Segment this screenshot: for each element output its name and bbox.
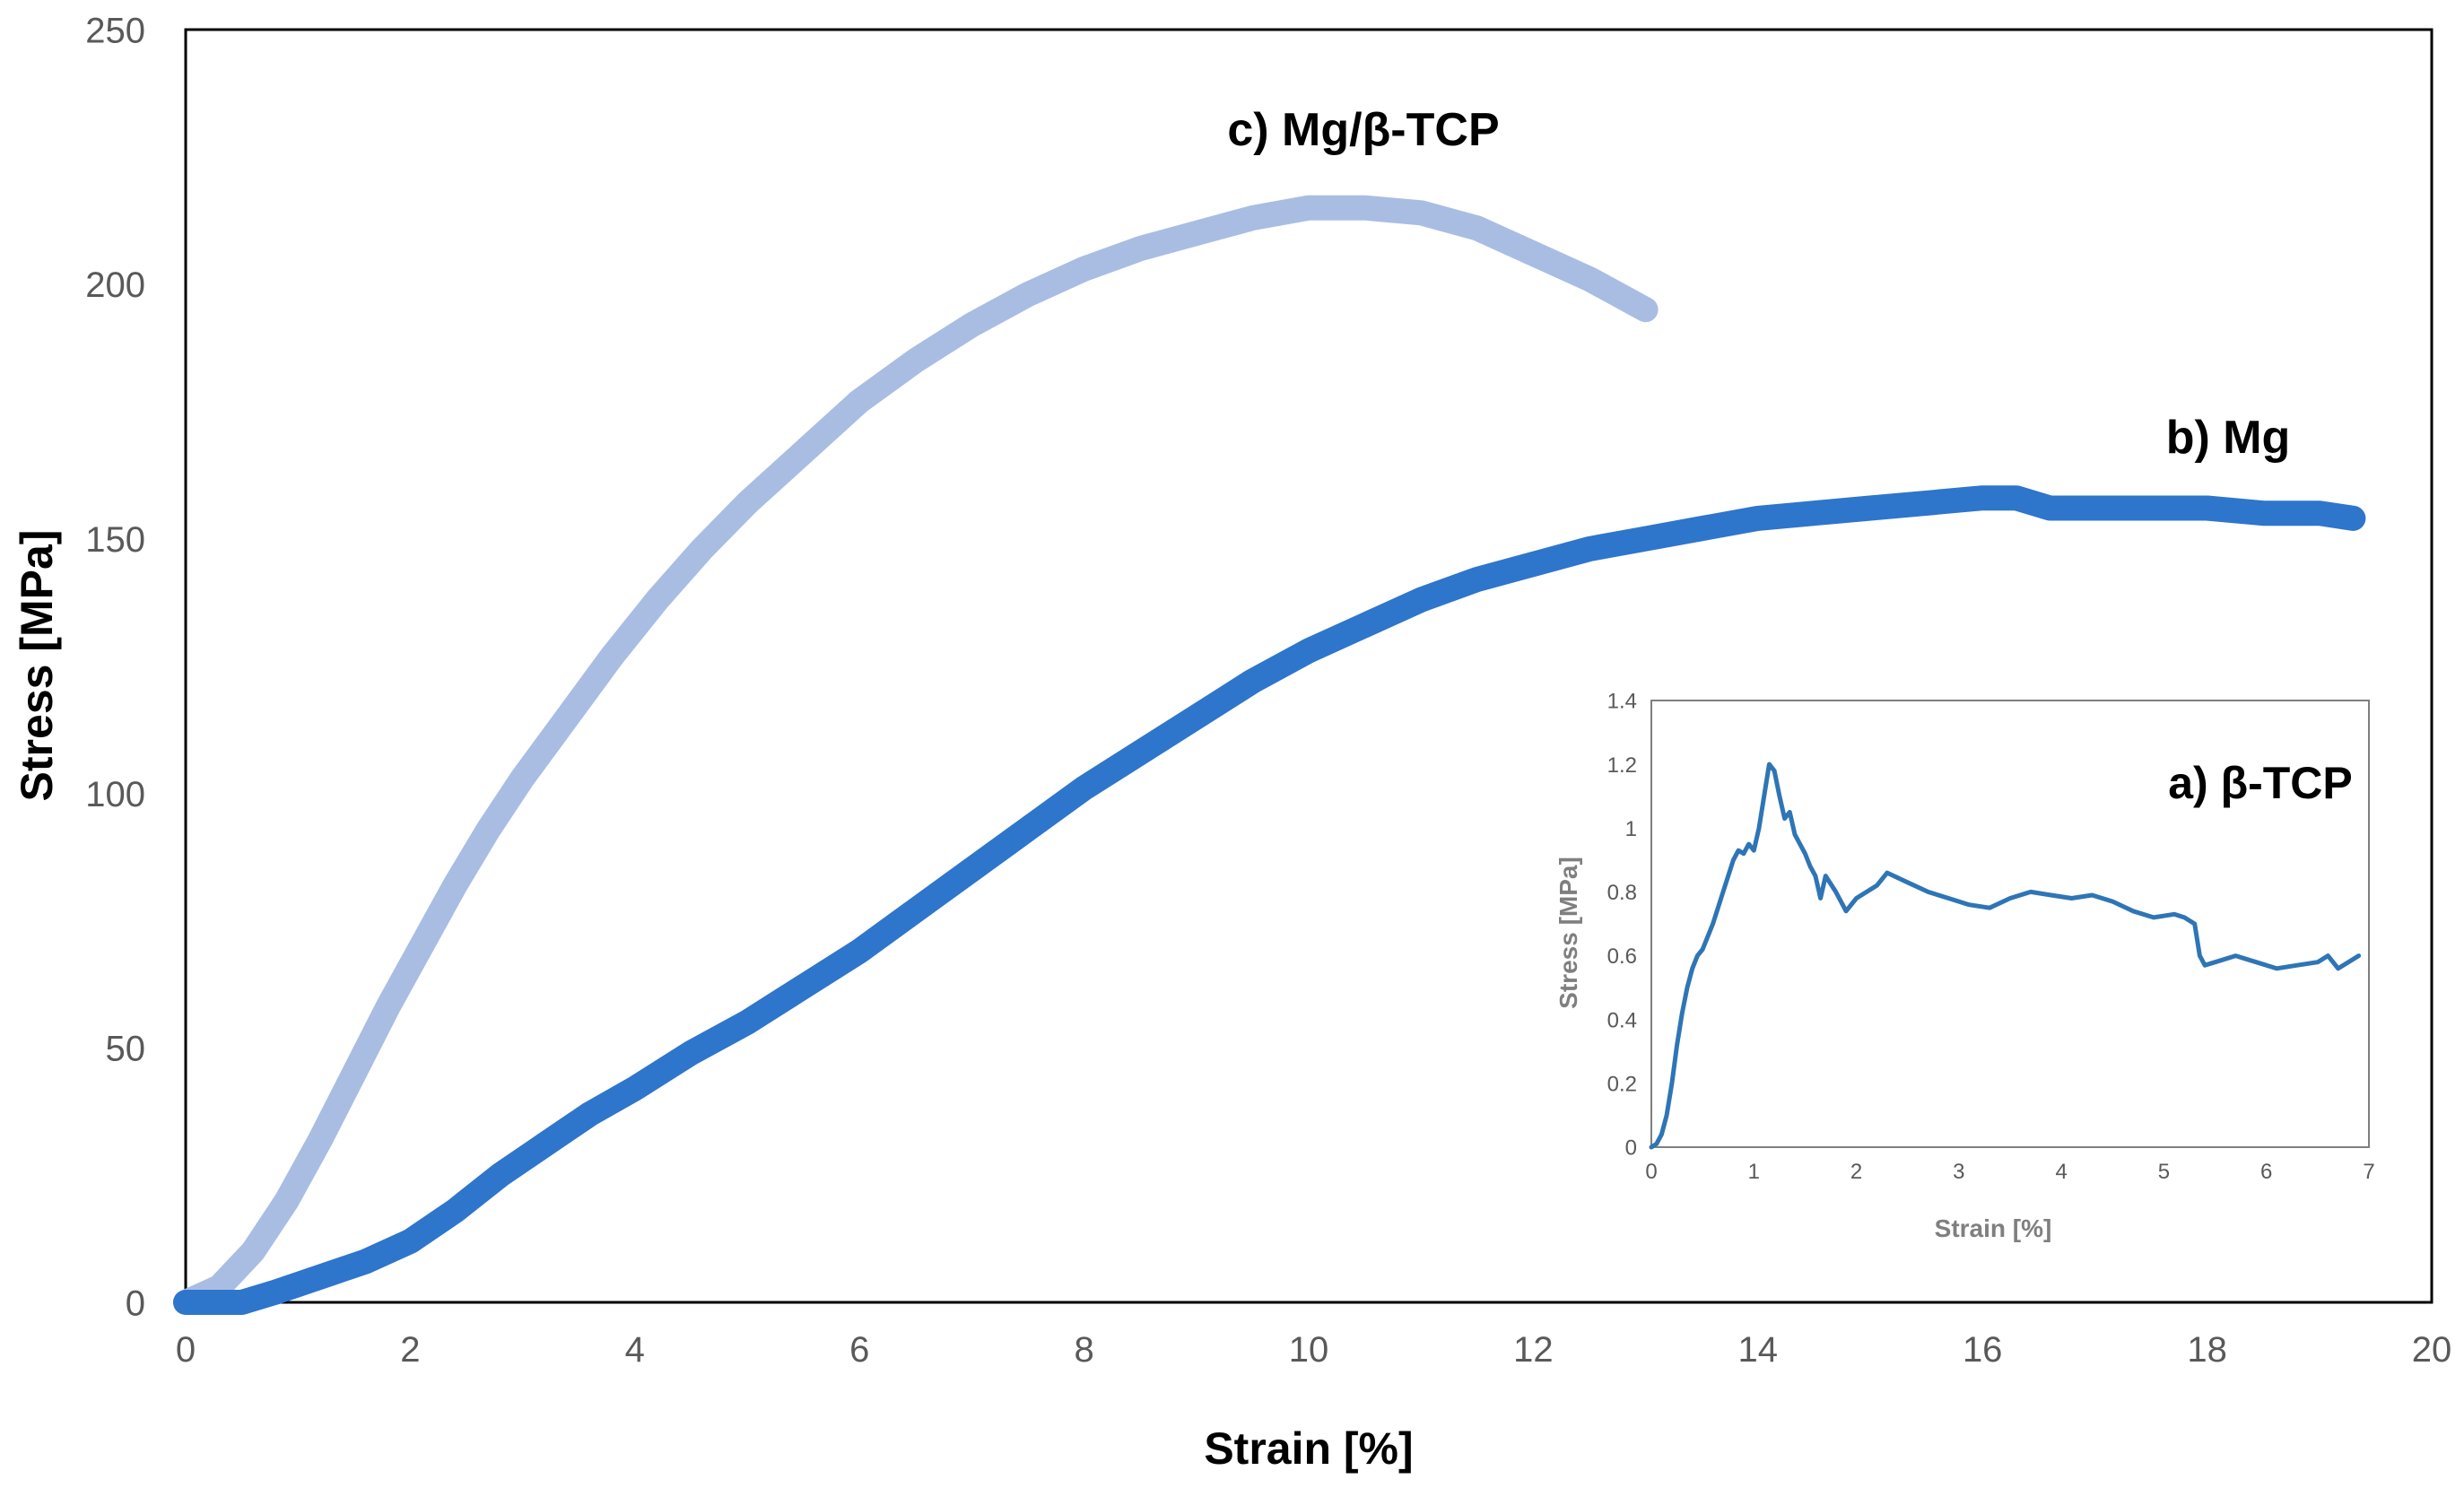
main-y-tick-label: 100 — [85, 775, 145, 814]
inset-y-tick-label: 0.2 — [1607, 1072, 1637, 1096]
inset-plot-frame — [1650, 700, 2370, 1148]
main-x-tick-label: 18 — [2187, 1330, 2227, 1370]
inset-x-tick-label: 7 — [2363, 1160, 2374, 1184]
main-x-tick-labels: 0 2 4 6 8 10 12 14 16 18 20 — [176, 1330, 2451, 1370]
main-x-tick-label: 14 — [1738, 1330, 1779, 1370]
main-y-tick-labels: 0 50 100 150 200 250 — [85, 11, 145, 1323]
inset-plot-background — [1543, 682, 2381, 1256]
inset-x-tick-labels: 0 1 2 3 4 5 6 7 — [1645, 1160, 2374, 1184]
inset-y-tick-label: 0.8 — [1607, 881, 1637, 905]
inset-x-tick-label: 2 — [1850, 1160, 1862, 1184]
series-label-btcp: a) β-TCP — [2168, 758, 2353, 808]
main-y-tick-label: 50 — [106, 1030, 146, 1069]
series-label-mg-btcp: c) Mg/β-TCP — [1227, 104, 1499, 156]
inset-x-tick-label: 0 — [1645, 1160, 1657, 1184]
inset-series-layer — [1649, 761, 2362, 1150]
main-x-axis-title: Strain [%] — [1204, 1423, 1413, 1474]
main-series-layer — [173, 195, 2366, 1315]
series-label-mg: b) Mg — [2166, 412, 2291, 464]
main-y-tick-label: 0 — [126, 1284, 145, 1323]
inset-y-tick-labels: 0 0.2 0.4 0.6 0.8 1 1.2 1.4 — [1607, 690, 1637, 1161]
main-x-tick-label: 16 — [1963, 1330, 2003, 1370]
main-x-tick-label: 20 — [2412, 1330, 2452, 1370]
inset-x-tick-label: 1 — [1748, 1160, 1760, 1184]
main-series-line-0 — [173, 195, 1659, 1315]
inset-x-tick-label: 6 — [2260, 1160, 2272, 1184]
inset-x-tick-label: 4 — [2055, 1160, 2067, 1184]
main-x-tick-label: 0 — [176, 1330, 196, 1370]
inset-y-tick-label: 0 — [1625, 1136, 1637, 1161]
inset-series-line-0 — [1649, 761, 2362, 1150]
inset-y-tick-label: 1.2 — [1607, 753, 1637, 778]
inset-y-tick-label: 0.6 — [1607, 944, 1637, 969]
inset-x-tick-label: 5 — [2158, 1160, 2170, 1184]
inset-x-tick-label: 3 — [1953, 1160, 1964, 1184]
main-x-tick-label: 4 — [625, 1330, 645, 1370]
inset-y-tick-label: 0.4 — [1607, 1008, 1637, 1032]
main-y-axis-title: Stress [MPa] — [12, 530, 62, 802]
inset-plot: 0 0.2 0.4 0.6 0.8 1 1.2 1.4 0 1 2 3 4 5 6 7 Strain [%]… — [1543, 682, 2381, 1256]
main-x-tick-label: 12 — [1513, 1330, 1554, 1370]
main-x-tick-label: 2 — [400, 1330, 420, 1370]
main-x-tick-label: 8 — [1074, 1330, 1093, 1370]
main-series-line-1 — [173, 485, 2366, 1315]
main-y-tick-label: 250 — [85, 11, 145, 50]
main-y-tick-label: 200 — [85, 265, 145, 305]
inset-x-axis-title: Strain [%] — [1935, 1214, 2052, 1242]
main-plot-frame — [184, 28, 2434, 1304]
main-y-tick-label: 150 — [85, 520, 145, 560]
inset-y-axis-title: Stress [MPa] — [1554, 857, 1582, 1009]
main-x-tick-label: 6 — [849, 1330, 869, 1370]
main-x-tick-label: 10 — [1289, 1330, 1329, 1370]
inset-y-tick-label: 1.4 — [1607, 690, 1637, 714]
inset-y-tick-label: 1 — [1625, 817, 1637, 841]
